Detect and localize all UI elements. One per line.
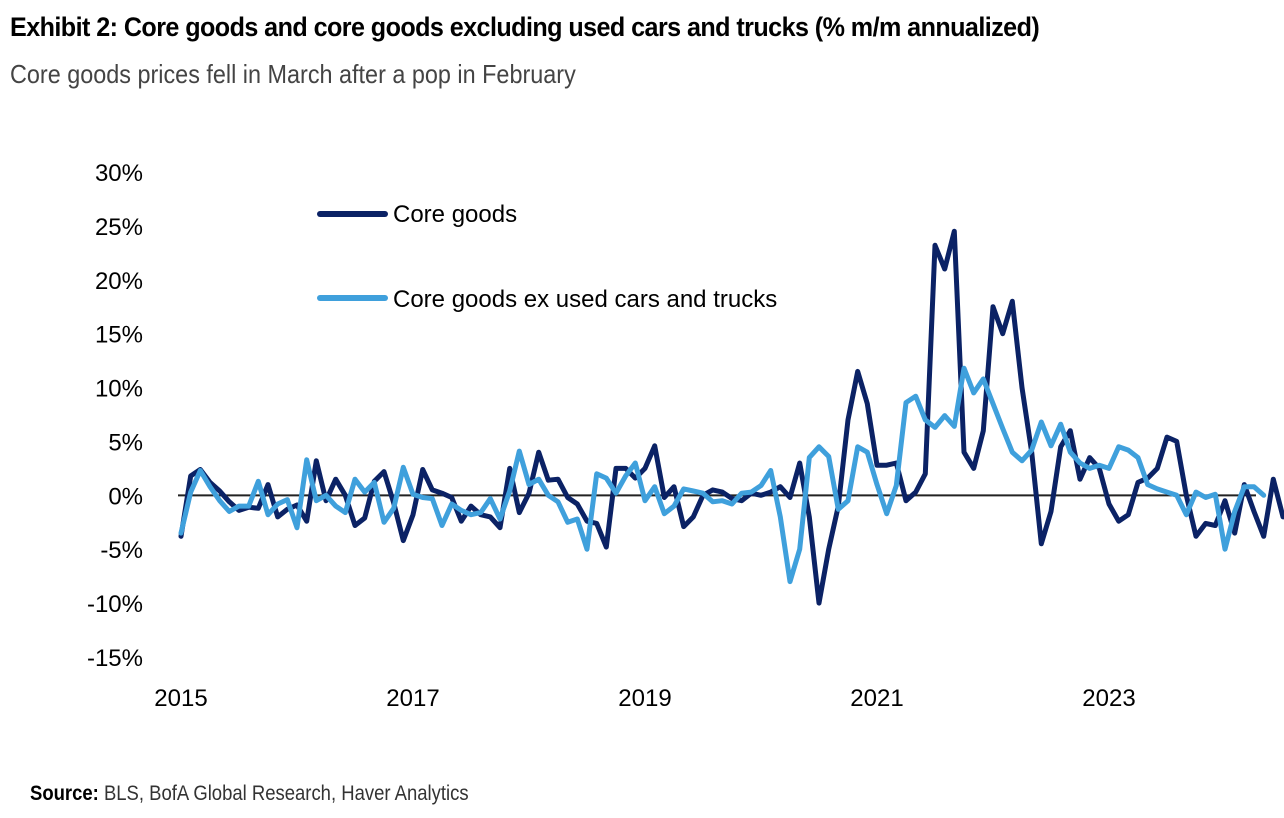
y-tick-label: -5% [100, 537, 143, 564]
y-tick-label: 25% [95, 214, 143, 241]
series-group [178, 228, 1284, 606]
y-tick-label: -15% [87, 645, 143, 672]
x-tick-label: 2017 [386, 685, 439, 712]
series-line-core-goods-ex-used [178, 365, 1267, 585]
y-tick-label: 15% [95, 322, 143, 349]
y-tick-label: 0% [108, 483, 143, 510]
series-line-core-goods [178, 228, 1284, 606]
y-axis: 30% 25% 20% 15% 10% 5% 0% -5% -10% -15% [87, 160, 143, 672]
y-tick-label: -10% [87, 591, 143, 618]
legend: Core goods Core goods ex used cars and t… [317, 201, 777, 313]
legend-label-core-goods: Core goods [393, 201, 517, 228]
chart-subtitle: Core goods prices fell in March after a … [10, 59, 576, 89]
y-tick-label: 30% [95, 160, 143, 187]
source-text: BLS, BofA Global Research, Haver Analyti… [98, 782, 469, 805]
x-axis: 2015 2017 2019 2021 2023 [154, 685, 1135, 712]
y-tick-label: 10% [95, 376, 143, 403]
x-tick-label: 2023 [1082, 685, 1135, 712]
legend-label-core-goods-ex-used: Core goods ex used cars and trucks [393, 286, 777, 313]
x-tick-label: 2021 [850, 685, 903, 712]
chart-title: Exhibit 2: Core goods and core goods exc… [10, 12, 1040, 42]
y-tick-label: 20% [95, 268, 143, 295]
x-tick-label: 2019 [618, 685, 671, 712]
x-tick-label: 2015 [154, 685, 207, 712]
source-label: Source: [30, 782, 99, 805]
y-tick-label: 5% [108, 429, 143, 456]
source-note: Source: BLS, BofA Global Research, Haver… [30, 782, 469, 806]
